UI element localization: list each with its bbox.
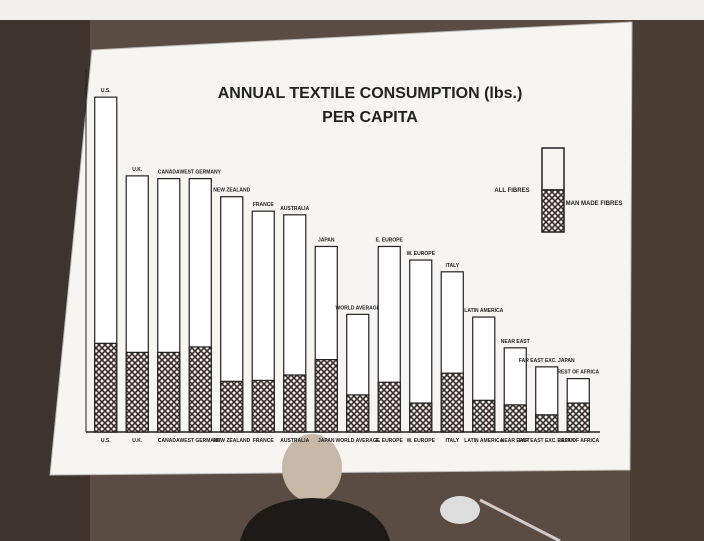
bar-man-made (566, 402, 590, 433)
bar-label: U.K. (132, 167, 143, 173)
bar-label: FRANCE (253, 202, 274, 208)
bar-man-made (125, 351, 149, 433)
bar-label: JAPAN (318, 237, 335, 243)
bar-man-made (220, 380, 244, 433)
bar-man-made (283, 374, 307, 433)
bar-label: E. EUROPE (376, 237, 404, 243)
x-tick-label: JAPAN (318, 438, 335, 444)
x-tick-label: REST OF AFRICA (557, 438, 599, 444)
x-tick-label: WORLD AVERAGE (336, 438, 381, 444)
bar-man-made (94, 342, 118, 433)
bar-man-made (377, 381, 401, 433)
bar-man-made (472, 399, 496, 433)
x-tick-label: ITALY (445, 438, 459, 444)
legend-label: ALL FIBRES (494, 188, 529, 194)
speaker-body (240, 498, 390, 541)
x-tick-label: NEAR EAST (501, 438, 530, 444)
x-tick-label: CANADA (158, 438, 180, 444)
x-tick-label: E. EUROPE (376, 438, 404, 444)
bar-man-made (409, 402, 433, 433)
legend-swatch-all (541, 147, 565, 191)
x-tick-label: FRANCE (253, 438, 274, 444)
bar-label: U.S. (101, 88, 111, 94)
top-margin (0, 0, 704, 20)
bar-label: NEAR EAST (501, 339, 530, 345)
bar-label: LATIN AMERICA (464, 308, 503, 314)
bar-man-made (188, 346, 212, 433)
chart-title: ANNUAL TEXTILE CONSUMPTION (lbs.) (218, 85, 523, 102)
bar-man-made (251, 379, 275, 433)
x-tick-label: LATIN AMERICA (464, 438, 503, 444)
bar-label: CANADA (158, 170, 180, 176)
x-tick-label: FAR EAST EXC. JAPAN (519, 438, 575, 444)
bar-man-made (314, 359, 338, 433)
speaker-head (282, 434, 342, 502)
x-tick-label: U.K. (132, 438, 143, 444)
x-tick-label: W. EUROPE (407, 438, 436, 444)
bar-man-made (346, 394, 370, 433)
bar-man-made (503, 404, 527, 433)
legend-swatch-man-made (541, 189, 565, 233)
lamp (440, 496, 480, 524)
bar-label: AUSTRALIA (280, 206, 309, 212)
bar-man-made (535, 414, 559, 433)
x-tick-label: AUSTRALIA (280, 438, 309, 444)
x-tick-label: U.S. (101, 438, 111, 444)
legend-label: MAN MADE FIBRES (566, 201, 623, 207)
curtain-right (630, 20, 704, 541)
bar-man-made (157, 351, 181, 433)
bar-label: WEST GERMANY (180, 170, 222, 176)
bar-label: ITALY (445, 263, 459, 269)
bar-label: NEW ZEALAND (213, 188, 250, 194)
bar-label: W. EUROPE (407, 251, 436, 257)
bar-man-made (440, 372, 464, 433)
bar-label: FAR EAST EXC. JAPAN (519, 358, 575, 364)
lamp-arm (479, 498, 561, 541)
chart-subtitle: PER CAPITA (322, 109, 418, 126)
bar-label: WORLD AVERAGE (336, 305, 381, 311)
bar-label: REST OF AFRICA (557, 370, 599, 376)
x-tick-label: NEW ZEALAND (213, 438, 250, 444)
x-tick-label: WEST GERMANY (180, 438, 222, 444)
